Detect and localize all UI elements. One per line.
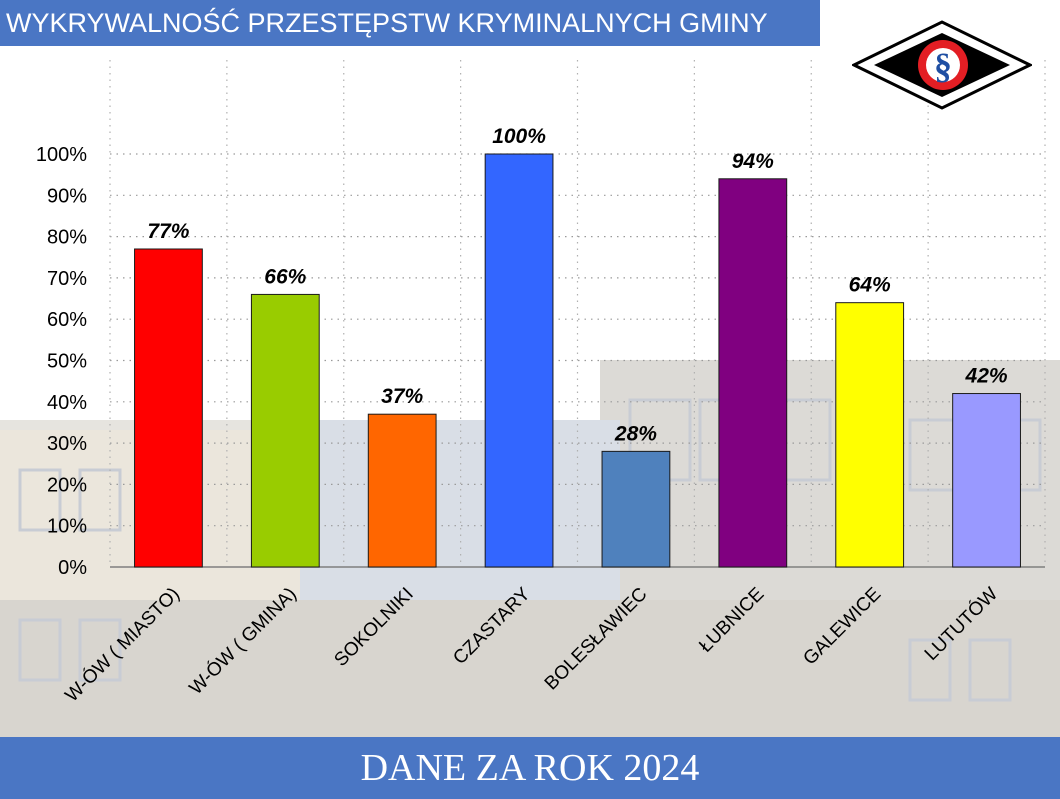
footer-bar: DANE ZA ROK 2024 [0, 737, 1060, 799]
y-tick-label: 20% [47, 474, 87, 496]
y-tick-label: 0% [58, 557, 87, 579]
bar [601, 450, 671, 568]
data-label: 37% [381, 385, 423, 408]
y-tick-label: 70% [47, 268, 87, 290]
footer-text: DANE ZA ROK 2024 [360, 747, 700, 789]
y-axis: 0% 10% 20% 30% 40% 50% 60% 70% 80% 90% 100% [36, 144, 87, 579]
bar [484, 153, 554, 568]
data-label: 94% [732, 150, 774, 173]
y-tick-label: 80% [47, 227, 87, 249]
x-tick-label: W-ÓW ( GMINA) [185, 583, 301, 699]
data-labels: 77% 66% 37% 100% 28% 94% 64% 42% [147, 125, 1007, 445]
data-label: 28% [614, 422, 657, 445]
data-label: 42% [965, 365, 1008, 388]
y-tick-label: 50% [47, 351, 87, 373]
section-sign-logo-icon: § [852, 20, 1032, 110]
x-axis-labels: W-ÓW ( MIASTO) W-ÓW ( GMINA) SOKOLNIKI CZAS… [61, 583, 1002, 706]
bar [250, 293, 320, 568]
page-title: WYKRYWALNOŚĆ PRZESTĘPSTW KRYMINALNYCH GM… [6, 8, 768, 38]
section-sign-glyph: § [934, 46, 952, 86]
x-tick-label: LUTUTÓW [920, 583, 1002, 665]
x-tick-label: SOKOLNIKI [330, 584, 417, 671]
y-tick-label: 60% [47, 309, 87, 331]
y-tick-label: 30% [47, 433, 87, 455]
x-tick-label: ŁUBNICE [695, 584, 768, 657]
y-tick-label: 40% [47, 392, 87, 414]
bar [134, 248, 203, 568]
x-tick-label: CZASTARY [449, 583, 535, 669]
x-tick-label: GALEWICE [799, 584, 885, 670]
y-tick-label: 90% [47, 185, 87, 207]
data-label: 66% [264, 265, 306, 288]
bar [835, 302, 905, 568]
y-tick-label: 100% [36, 144, 87, 166]
x-tick-label: BOLESŁAWIEC [541, 584, 652, 695]
grid-lines [109, 60, 1046, 567]
bar [718, 178, 788, 568]
bar [367, 413, 437, 568]
bars [134, 153, 1021, 568]
data-label: 64% [849, 274, 891, 297]
bar [952, 393, 1021, 568]
data-label: 100% [492, 125, 546, 148]
y-tick-label: 10% [47, 516, 87, 538]
bar-chart: 0% 10% 20% 30% 40% 50% 60% 70% 80% 90% 100% 77% 66%… [36, 60, 1046, 706]
title-bar: WYKRYWALNOŚĆ PRZESTĘPSTW KRYMINALNYCH GM… [0, 0, 820, 46]
x-tick-label: W-ÓW ( MIASTO) [61, 583, 184, 706]
data-label: 77% [147, 220, 189, 243]
